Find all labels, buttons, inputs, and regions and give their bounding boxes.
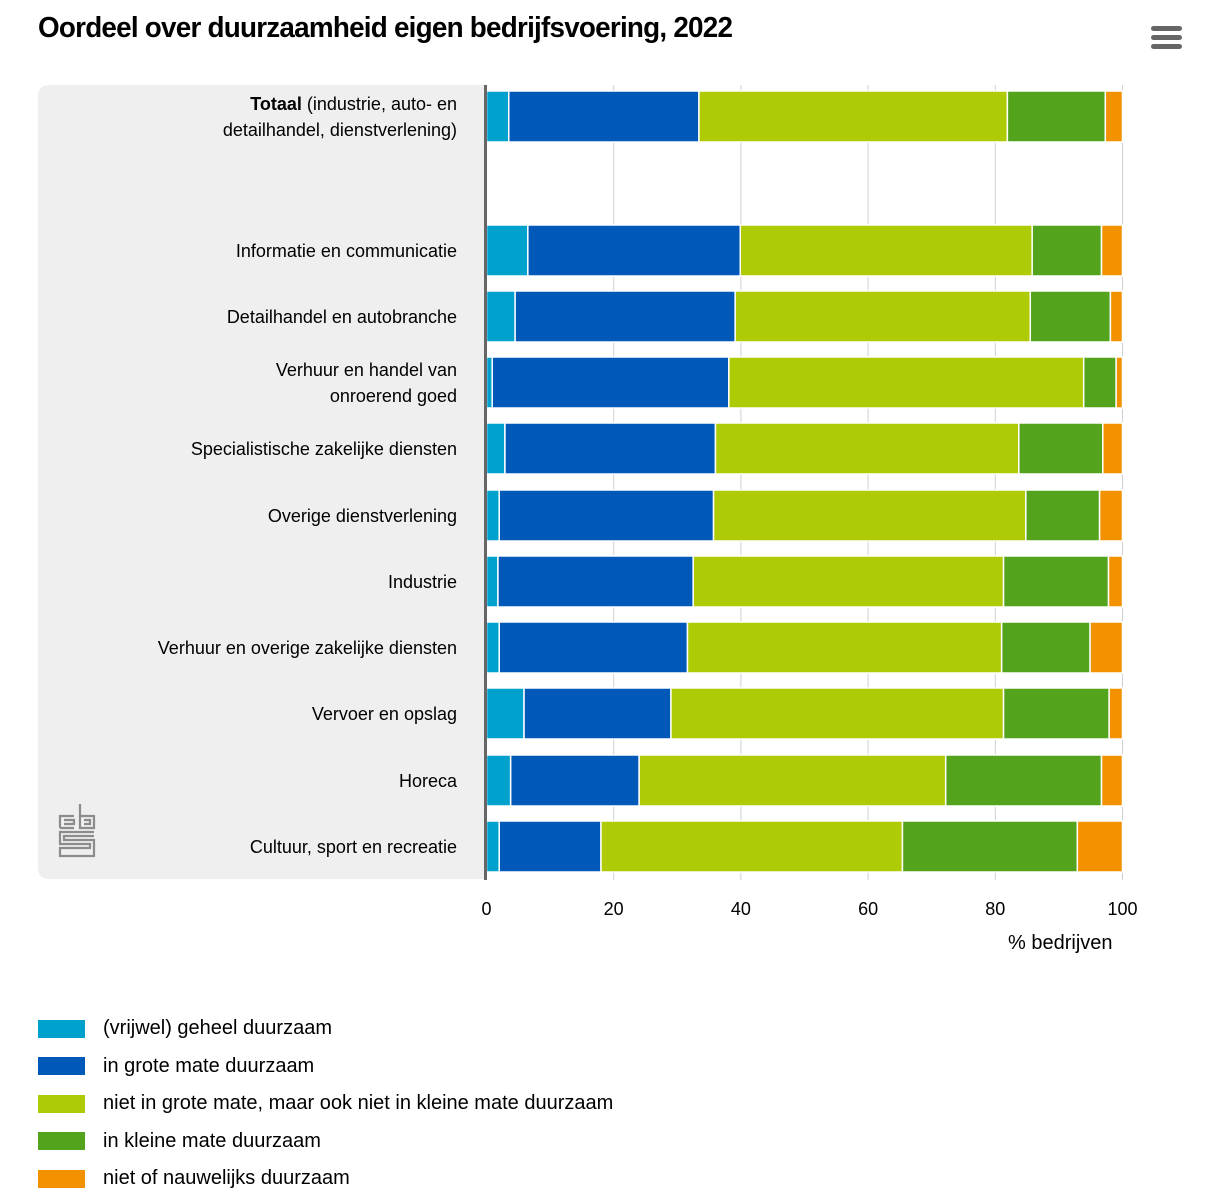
bar-segment[interactable]	[1000, 621, 1091, 674]
bar-segment[interactable]	[498, 820, 602, 873]
bar-segment[interactable]	[485, 224, 529, 277]
bar-segment[interactable]	[1031, 224, 1103, 277]
category-label: Vervoer en opslag	[311, 703, 457, 724]
bar-segment[interactable]	[485, 820, 500, 873]
bar-segment[interactable]	[1100, 754, 1124, 807]
bar-segment[interactable]	[692, 555, 1005, 608]
bar-segment[interactable]	[485, 687, 525, 740]
category-label: Verhuur en overige zakelijke diensten	[157, 637, 457, 658]
bar-segment[interactable]	[1018, 422, 1104, 475]
bar-segment[interactable]	[714, 422, 1020, 475]
bar-segment[interactable]	[485, 754, 512, 807]
legend-item[interactable]: in grote mate duurzaam	[38, 1048, 613, 1086]
legend-label: in grote mate duurzaam	[103, 1054, 315, 1077]
x-axis-title: % bedrijven	[1008, 932, 1113, 954]
category-label: Specialistische zakelijke diensten	[190, 438, 457, 459]
category-label: Detailhandel en autobranche	[226, 306, 457, 327]
legend-swatch	[38, 1057, 85, 1076]
category-label: Horeca	[398, 770, 457, 791]
bar-segment[interactable]	[1102, 422, 1124, 475]
bar-segment[interactable]	[498, 621, 689, 674]
bar-segment[interactable]	[1107, 555, 1124, 608]
bar-segment[interactable]	[728, 356, 1085, 409]
bar-segment[interactable]	[509, 754, 640, 807]
bar-segment[interactable]	[670, 687, 1005, 740]
legend-swatch	[38, 1169, 85, 1188]
hamburger-menu-icon-bar	[1151, 44, 1182, 49]
bar-segment[interactable]	[901, 820, 1079, 873]
bar-segment[interactable]	[1108, 687, 1124, 740]
bar-segment[interactable]	[485, 489, 500, 542]
bar-segment[interactable]	[485, 356, 493, 409]
bar-segment[interactable]	[1029, 290, 1112, 343]
legend-item[interactable]: (vrijwel) geheel duurzaam	[38, 1010, 613, 1048]
category-label: Informatie en communicatie	[235, 240, 457, 261]
legend-item[interactable]: niet of nauwelijks duurzaam	[38, 1160, 613, 1198]
bar-segment[interactable]	[508, 90, 700, 143]
bar-segment[interactable]	[523, 687, 672, 740]
legend-item[interactable]: niet in grote mate, maar ook niet in kle…	[38, 1085, 613, 1123]
cbs-logo-icon	[58, 804, 96, 858]
bar-segment[interactable]	[1002, 555, 1110, 608]
bar-segment[interactable]	[1104, 90, 1124, 143]
bar-segment[interactable]	[527, 224, 742, 277]
bar-segment[interactable]	[485, 422, 506, 475]
bar-segment[interactable]	[485, 621, 500, 674]
hamburger-menu-icon	[1151, 26, 1182, 31]
x-tick-label: 100	[1107, 899, 1137, 919]
legend-label: niet in grote mate, maar ook niet in kle…	[103, 1092, 614, 1115]
bar-segment[interactable]	[1002, 687, 1110, 740]
bar-segment[interactable]	[698, 90, 1009, 143]
x-tick-label: 20	[604, 899, 624, 919]
bar-segment[interactable]	[497, 555, 694, 608]
x-tick-label: 60	[858, 899, 878, 919]
hamburger-menu-icon-bar	[1151, 35, 1182, 40]
bar-segment[interactable]	[491, 356, 730, 409]
legend-label: in kleine mate duurzaam	[103, 1129, 321, 1152]
bar-segment[interactable]	[1025, 489, 1101, 542]
bar-segment[interactable]	[944, 754, 1103, 807]
legend-item[interactable]: in kleine mate duurzaam	[38, 1123, 613, 1161]
category-label: Industrie	[387, 571, 457, 592]
bar-segment[interactable]	[638, 754, 947, 807]
chart-menu-button[interactable]	[1148, 24, 1184, 52]
bar-segment[interactable]	[686, 621, 1003, 674]
bar-segment[interactable]	[485, 555, 499, 608]
bar-segment[interactable]	[1109, 290, 1124, 343]
bar-segment[interactable]	[485, 90, 510, 143]
bar-segment[interactable]	[1076, 820, 1124, 873]
bar-segment[interactable]	[712, 489, 1027, 542]
category-label: Cultuur, sport en recreatie	[249, 836, 457, 857]
legend-label: (vrijwel) geheel duurzaam	[103, 1017, 332, 1040]
bar-segment[interactable]	[1006, 90, 1107, 143]
legend-swatch	[38, 1094, 85, 1113]
category-label: Totaal (industrie, auto- en detailhandel…	[222, 93, 457, 140]
category-label-panel	[38, 85, 484, 879]
bar-segment[interactable]	[498, 489, 715, 542]
bar-segment[interactable]	[1100, 224, 1124, 277]
bar-segment[interactable]	[504, 422, 717, 475]
legend-label: niet of nauwelijks duurzaam	[103, 1167, 350, 1190]
x-tick-label: 0	[481, 899, 491, 919]
category-label: Overige dienstverlening	[267, 505, 457, 526]
legend-swatch	[38, 1132, 85, 1151]
bar-segment[interactable]	[1115, 356, 1124, 409]
bar-segment[interactable]	[1098, 489, 1124, 542]
x-tick-label: 40	[731, 899, 751, 919]
bar-segment[interactable]	[600, 820, 904, 873]
category-label: Verhuur en handel van onroerend goed	[275, 359, 457, 406]
bar-segment[interactable]	[1089, 621, 1124, 674]
legend-swatch	[38, 1019, 85, 1038]
chart-title: Oordeel over duurzaamheid eigen bedrijfs…	[38, 12, 733, 44]
bar-segment[interactable]	[734, 290, 1032, 343]
bar-segment[interactable]	[514, 290, 736, 343]
x-tick-label: 80	[985, 899, 1005, 919]
legend: (vrijwel) geheel duurzaam in grote mate d…	[38, 1010, 613, 1198]
bar-segment[interactable]	[485, 290, 516, 343]
bar-segment[interactable]	[739, 224, 1033, 277]
bar-segment[interactable]	[1082, 356, 1117, 409]
